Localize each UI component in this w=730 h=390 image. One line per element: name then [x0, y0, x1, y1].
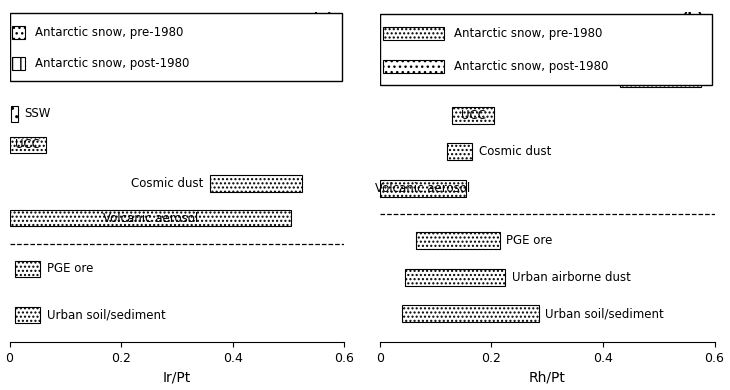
Text: PGE ore: PGE ore	[47, 262, 93, 275]
X-axis label: Rh/Pt: Rh/Pt	[529, 370, 566, 385]
Text: Cosmic dust: Cosmic dust	[478, 145, 551, 158]
Bar	[380, 179, 466, 197]
Bar	[383, 60, 444, 73]
Bar	[12, 57, 25, 70]
Text: UCC: UCC	[461, 108, 485, 122]
Bar	[453, 106, 494, 124]
Bar	[15, 261, 40, 277]
Bar	[402, 305, 539, 322]
Text: (b): (b)	[682, 12, 704, 26]
Bar	[380, 14, 712, 85]
Text: Urban soil/sediment: Urban soil/sediment	[545, 307, 664, 320]
Text: SSW: SSW	[25, 107, 51, 121]
Text: (a): (a)	[312, 12, 334, 26]
Bar	[416, 232, 500, 249]
Text: Antarctic snow, post-1980: Antarctic snow, post-1980	[35, 57, 190, 70]
Bar	[620, 70, 701, 87]
Bar	[9, 13, 342, 81]
Bar	[447, 143, 472, 160]
Bar	[405, 269, 505, 286]
Text: UCC: UCC	[15, 138, 40, 151]
Bar	[383, 27, 444, 41]
Text: SSW: SSW	[647, 72, 673, 85]
Bar	[9, 210, 291, 227]
X-axis label: Ir/Pt: Ir/Pt	[163, 370, 191, 385]
Bar	[210, 176, 302, 191]
Text: Antarctic snow, post-1980: Antarctic snow, post-1980	[454, 60, 608, 73]
Text: Antarctic snow, pre-1980: Antarctic snow, pre-1980	[454, 27, 602, 41]
Text: Cosmic dust: Cosmic dust	[131, 177, 204, 190]
Bar	[12, 27, 25, 39]
Bar	[15, 307, 40, 323]
Bar	[11, 106, 18, 122]
Text: Urban soil/sediment: Urban soil/sediment	[47, 308, 166, 322]
Text: Volcanic aerosol: Volcanic aerosol	[375, 182, 471, 195]
Text: PGE ore: PGE ore	[507, 234, 553, 247]
Text: Volcanic aerosol: Volcanic aerosol	[103, 212, 198, 225]
Text: Antarctic snow, pre-1980: Antarctic snow, pre-1980	[35, 26, 183, 39]
Bar	[9, 137, 46, 153]
Text: Urban airborne dust: Urban airborne dust	[512, 271, 631, 284]
